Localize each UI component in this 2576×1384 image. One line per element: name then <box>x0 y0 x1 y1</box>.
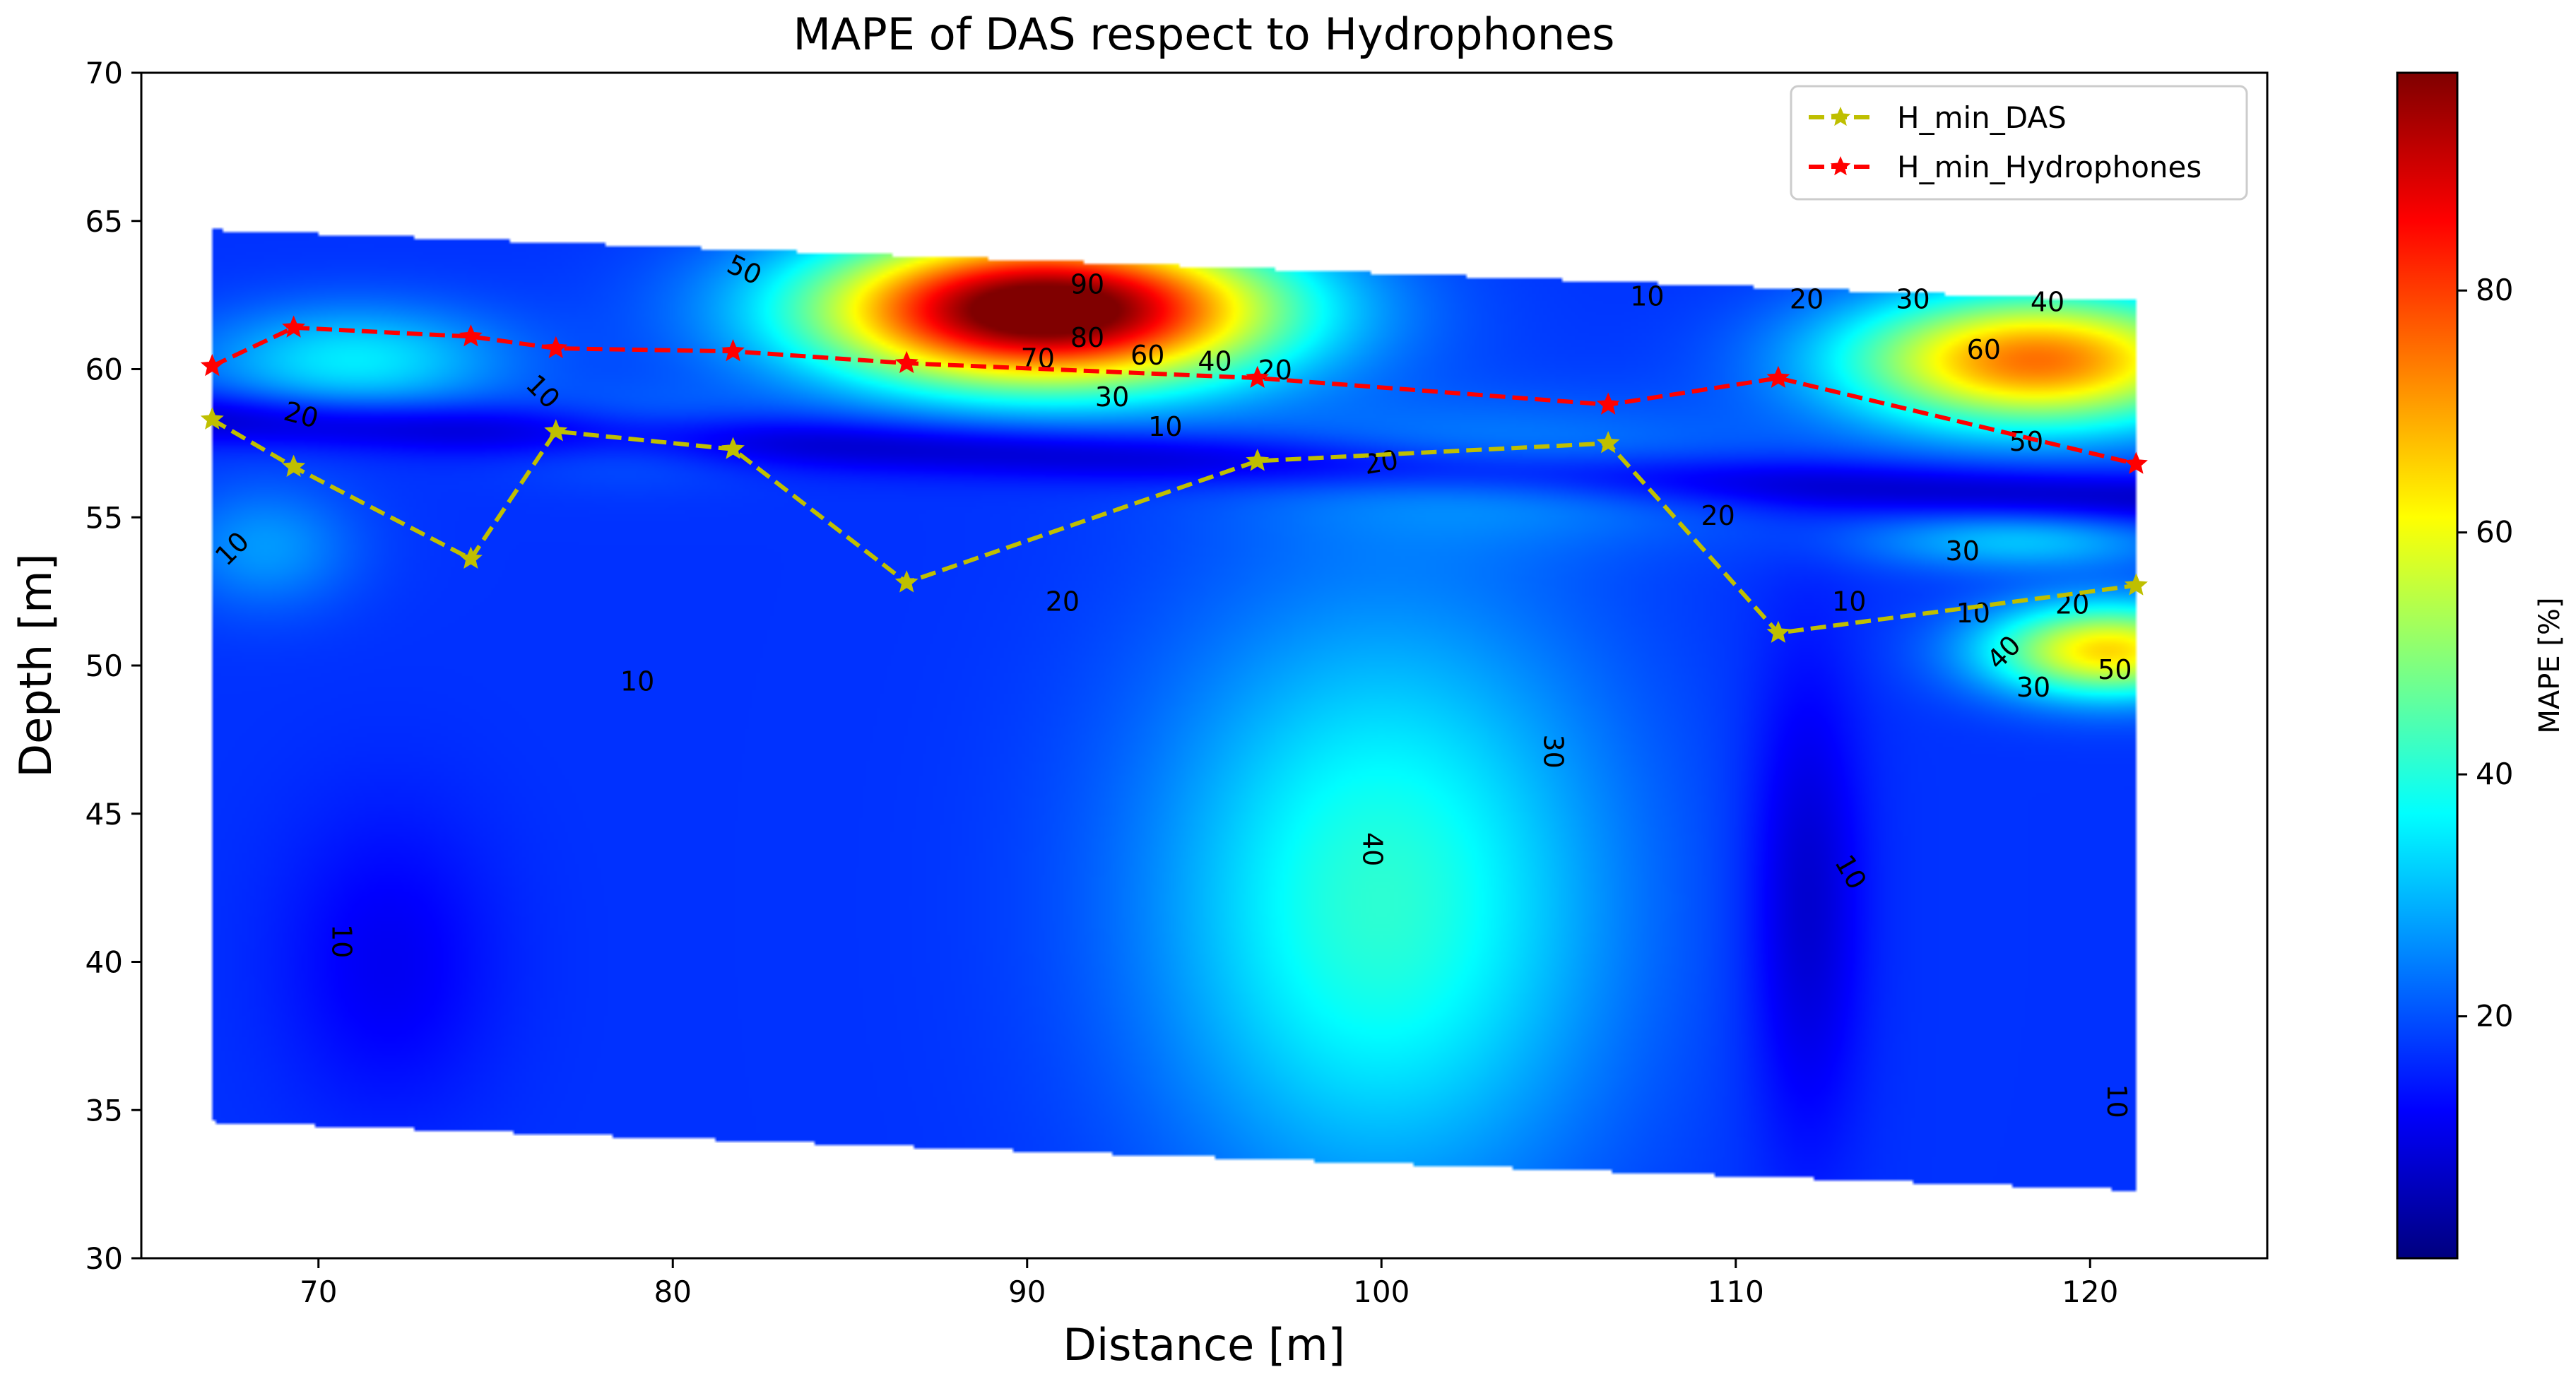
contour-label: 20 <box>1701 500 1735 531</box>
series-point-H_min_Hydrophones <box>1596 392 1620 415</box>
x-tick-label: 100 <box>1353 1274 1410 1309</box>
y-tick-label: 50 <box>85 649 123 683</box>
contour-label: 40 <box>1357 832 1388 866</box>
series-point-H_min_Hydrophones <box>721 338 745 362</box>
y-tick-label: 35 <box>85 1093 123 1128</box>
contour-label: 10 <box>1832 586 1866 617</box>
series-point-H_min_DAS <box>2124 573 2148 596</box>
contour-label: 20 <box>1046 586 1080 617</box>
contour-label: 60 <box>1967 334 2001 365</box>
contour-label: 20 <box>1790 284 1824 315</box>
contour-label: 20 <box>1361 444 1400 480</box>
contour-label: 50 <box>2009 426 2043 457</box>
series-point-H_min_Hydrophones <box>544 336 568 359</box>
series-line-H_min_Hydrophones <box>211 325 2137 466</box>
contour-label: 30 <box>1537 734 1568 768</box>
y-axis-label: Depth [m] <box>10 553 61 777</box>
x-axis: 70 80 90 100 110 120 <box>300 1258 2118 1309</box>
contour-label: 50 <box>2098 654 2132 685</box>
contour-label: 10 <box>1956 598 1990 629</box>
contour-label: 30 <box>1095 382 1129 413</box>
series-point-H_min_Hydrophones <box>200 353 224 377</box>
x-axis-label: Distance [m] <box>1063 1319 1345 1371</box>
colorbar: 20 40 60 80 MAPE [%] <box>2396 71 2566 1260</box>
colorbar-tick-label: 60 <box>2476 515 2513 550</box>
contour-label: 60 <box>1130 340 1164 371</box>
y-tick-label: 60 <box>85 353 123 387</box>
series-point-H_min_Hydrophones <box>894 350 918 374</box>
y-tick-label: 65 <box>85 204 123 239</box>
contour-label: 10 <box>326 924 357 958</box>
series-point-H_min_DAS <box>1596 431 1620 454</box>
series-point-H_min_DAS <box>1246 449 1270 471</box>
legend: H_min_DAS H_min_Hydrophones <box>1790 85 2248 201</box>
x-tick-label: 80 <box>654 1274 692 1309</box>
contour-label: 80 <box>1070 322 1104 353</box>
contour-label: 10 <box>1148 411 1182 442</box>
series-point-H_min_DAS <box>200 407 224 430</box>
legend-box <box>1790 85 2248 201</box>
y-tick-label: 70 <box>85 56 123 90</box>
series-layer <box>200 315 2148 643</box>
x-tick-label: 110 <box>1708 1274 1764 1309</box>
series-point-H_min_DAS <box>459 546 483 569</box>
series-point-H_min_Hydrophones <box>1766 365 1790 389</box>
series-point-H_min_Hydrophones <box>2124 451 2148 474</box>
contour-label: 30 <box>2016 672 2050 703</box>
mape-heatmap <box>141 73 2267 1258</box>
series-point-H_min_Hydrophones <box>459 324 483 347</box>
contour-label: 90 <box>1070 269 1104 300</box>
series-point-H_min_DAS <box>894 570 918 593</box>
series-point-H_min_DAS <box>544 419 568 442</box>
contour-label: 10 <box>620 666 654 697</box>
x-tick-label: 70 <box>300 1274 337 1309</box>
series-point-H_min_DAS <box>721 437 745 459</box>
legend-marker <box>1830 156 1851 176</box>
colorbar-tick-label: 20 <box>2476 999 2513 1034</box>
colorbar-label: MAPE [%] <box>2534 597 2566 733</box>
y-axis: 30 35 40 45 50 55 60 65 70 <box>85 56 141 1276</box>
series-point-H_min_Hydrophones <box>1246 365 1270 389</box>
series-point-H_min_Hydrophones <box>282 315 306 338</box>
contour-label: 10 <box>2101 1084 2132 1118</box>
colorbar-gradient <box>2396 71 2459 1260</box>
series-point-H_min_DAS <box>282 454 306 477</box>
legend-label: H_min_DAS <box>1897 100 2067 135</box>
chart-title: MAPE of DAS respect to Hydrophones <box>793 8 1615 60</box>
y-tick-label: 40 <box>85 945 123 980</box>
y-tick-label: 45 <box>85 797 123 832</box>
contour-label: 30 <box>1896 284 1930 315</box>
series-point-H_min_DAS <box>1766 620 1790 643</box>
series-line-H_min_DAS <box>211 418 2137 636</box>
x-tick-label: 120 <box>2062 1274 2118 1309</box>
contour-label: 40 <box>2031 287 2064 318</box>
legend-marker <box>1830 107 1851 126</box>
colorbar-tick-label: 80 <box>2476 273 2513 307</box>
x-tick-label: 90 <box>1008 1274 1046 1309</box>
y-tick-label: 55 <box>85 500 123 535</box>
colorbar-tick-label: 40 <box>2476 757 2513 791</box>
contour-label: 30 <box>1946 536 1980 567</box>
y-tick-label: 30 <box>85 1241 123 1276</box>
legend-label: H_min_Hydrophones <box>1897 150 2202 184</box>
contour-label: 40 <box>1198 346 1231 377</box>
contour-label: 10 <box>1630 280 1664 312</box>
